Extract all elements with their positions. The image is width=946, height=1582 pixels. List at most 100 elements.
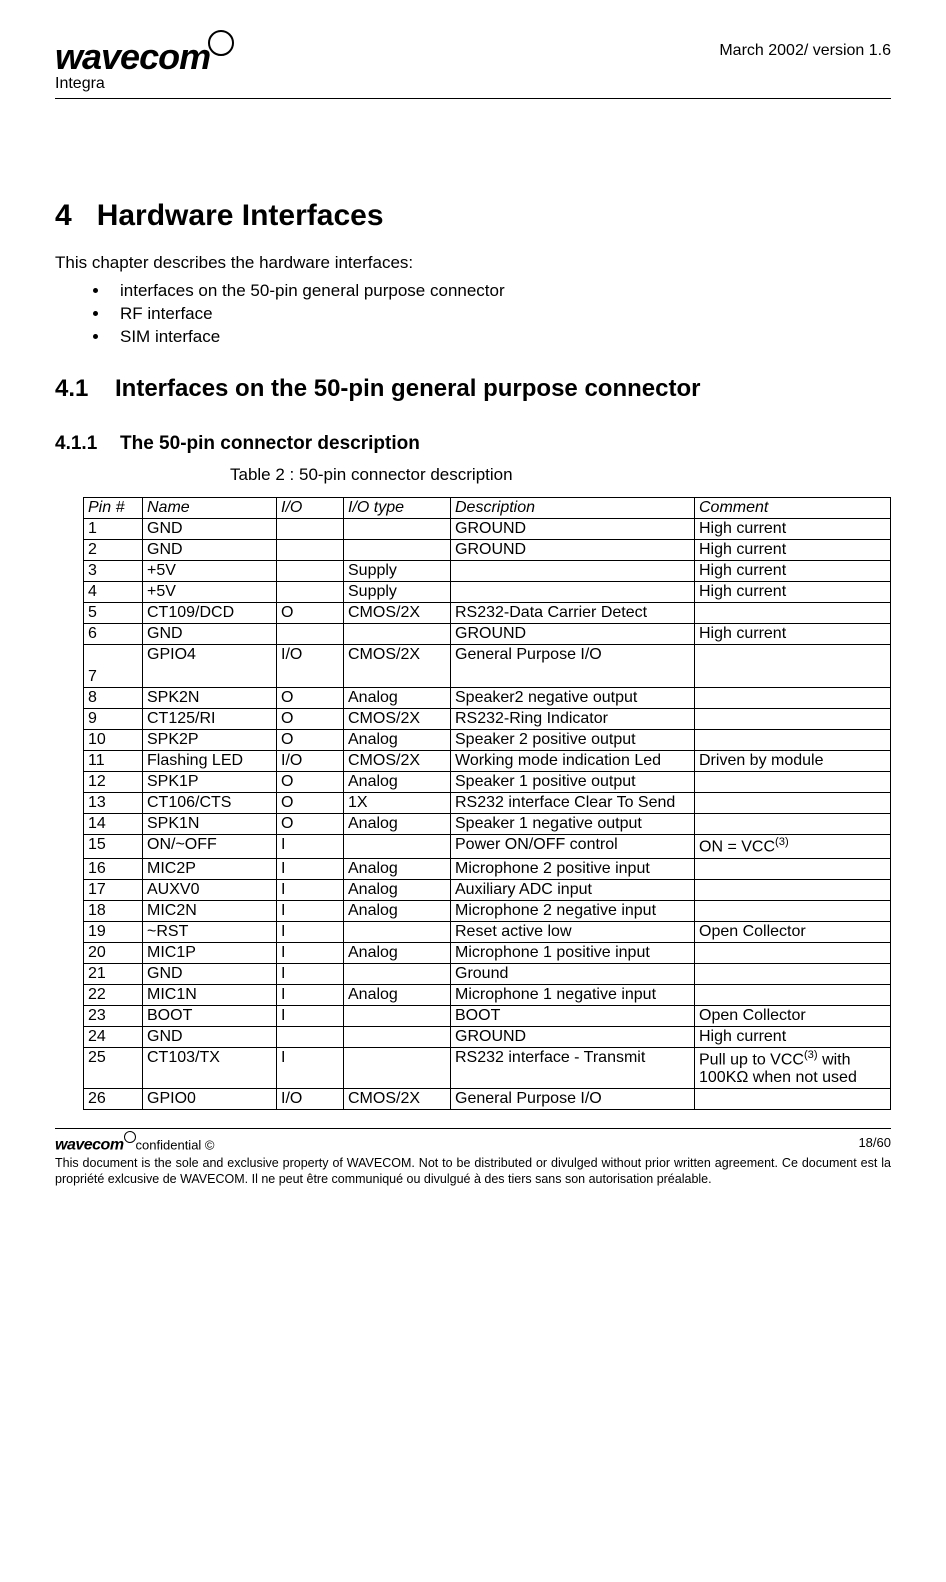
table-cell: Open Collector <box>695 921 891 942</box>
table-cell: Analog <box>344 942 451 963</box>
table-row: 9CT125/RIOCMOS/2XRS232-Ring Indicator <box>84 709 891 730</box>
table-cell: RS232 interface Clear To Send <box>451 793 695 814</box>
table-cell <box>695 603 891 624</box>
table-cell <box>695 984 891 1005</box>
table-cell: I/O <box>277 645 344 688</box>
footer-top: wavecomconfidential © 18/60 <box>55 1131 891 1154</box>
table-cell: CT125/RI <box>143 709 277 730</box>
table-cell: BOOT <box>451 1005 695 1026</box>
table-cell: CMOS/2X <box>344 751 451 772</box>
table-row: 26GPIO0I/OCMOS/2XGeneral Purpose I/O <box>84 1089 891 1110</box>
table-cell: Microphone 1 negative input <box>451 984 695 1005</box>
table-cell: High current <box>695 519 891 540</box>
h2-title: Interfaces on the 50-pin general purpose… <box>115 375 700 402</box>
table-cell <box>277 519 344 540</box>
table-row: 23BOOTIBOOTOpen Collector <box>84 1005 891 1026</box>
swirl-icon <box>124 1131 136 1143</box>
footer-logo-block: wavecomconfidential © <box>55 1131 215 1154</box>
table-cell: 20 <box>84 942 143 963</box>
table-cell: Speaker 1 positive output <box>451 772 695 793</box>
table-cell <box>344 835 451 858</box>
heading-2: 4.1Interfaces on the 50-pin general purp… <box>55 375 891 403</box>
table-cell: High current <box>695 561 891 582</box>
swirl-icon <box>208 30 234 56</box>
table-cell: 11 <box>84 751 143 772</box>
table-cell: High current <box>695 1026 891 1047</box>
table-cell <box>695 963 891 984</box>
table-cell: 21 <box>84 963 143 984</box>
table-cell: Analog <box>344 900 451 921</box>
table-row: 12SPK1POAnalogSpeaker 1 positive output <box>84 772 891 793</box>
table-cell: Pull up to VCC(3) with 100KΩ when not us… <box>695 1047 891 1088</box>
intro-text: This chapter describes the hardware inte… <box>55 253 891 273</box>
column-header: I/O type <box>344 498 451 519</box>
table-cell: GND <box>143 519 277 540</box>
footer-disclaimer: This document is the sole and exclusive … <box>55 1156 891 1187</box>
table-cell: I/O <box>277 1089 344 1110</box>
column-header: Description <box>451 498 695 519</box>
table-cell: 2 <box>84 540 143 561</box>
table-cell: BOOT <box>143 1005 277 1026</box>
table-cell: Analog <box>344 814 451 835</box>
table-row: 1GNDGROUNDHigh current <box>84 519 891 540</box>
table-cell <box>695 1089 891 1110</box>
table-cell <box>695 688 891 709</box>
heading-1: 4 Hardware Interfaces <box>55 199 891 233</box>
page-header: wavecom Integra March 2002/ version 1.6 <box>55 30 891 99</box>
table-cell: O <box>277 814 344 835</box>
table-row: 25CT103/TXIRS232 interface - TransmitPul… <box>84 1047 891 1088</box>
table-cell: Microphone 1 positive input <box>451 942 695 963</box>
table-cell <box>344 963 451 984</box>
table-row: 22MIC1NIAnalogMicrophone 1 negative inpu… <box>84 984 891 1005</box>
table-cell: +5V <box>143 561 277 582</box>
table-cell: SPK1P <box>143 772 277 793</box>
table-cell: 4 <box>84 582 143 603</box>
table-cell: O <box>277 688 344 709</box>
table-cell: 3 <box>84 561 143 582</box>
table-cell <box>695 730 891 751</box>
table-row: 5CT109/DCDOCMOS/2XRS232-Data Carrier Det… <box>84 603 891 624</box>
page-number: 18/60 <box>858 1135 891 1150</box>
table-cell: 23 <box>84 1005 143 1026</box>
table-cell: MIC1P <box>143 942 277 963</box>
heading-3: 4.1.1The 50-pin connector description <box>55 433 891 455</box>
logo-text: wavecom <box>55 30 234 73</box>
table-cell: GROUND <box>451 1026 695 1047</box>
table-cell <box>451 582 695 603</box>
table-cell: I <box>277 900 344 921</box>
table-cell: High current <box>695 540 891 561</box>
table-cell: RS232 interface - Transmit <box>451 1047 695 1088</box>
table-cell: General Purpose I/O <box>451 1089 695 1110</box>
table-row: 19~RSTIReset active lowOpen Collector <box>84 921 891 942</box>
table-cell: CT103/TX <box>143 1047 277 1088</box>
table-cell <box>344 540 451 561</box>
column-header: I/O <box>277 498 344 519</box>
table-row: 2GNDGROUNDHigh current <box>84 540 891 561</box>
h1-number: 4 <box>55 199 72 232</box>
bullet-item: SIM interface <box>110 327 891 347</box>
table-cell <box>695 858 891 879</box>
table-row: 11Flashing LEDI/OCMOS/2XWorking mode ind… <box>84 751 891 772</box>
table-cell: MIC2P <box>143 858 277 879</box>
table-cell: SPK2P <box>143 730 277 751</box>
table-row: 17AUXV0IAnalogAuxiliary ADC input <box>84 879 891 900</box>
column-header: Name <box>143 498 277 519</box>
table-cell: High current <box>695 582 891 603</box>
table-head: Pin #NameI/OI/O typeDescriptionComment <box>84 498 891 519</box>
table-cell: GND <box>143 1026 277 1047</box>
table-cell: Analog <box>344 858 451 879</box>
table-cell <box>695 793 891 814</box>
table-cell <box>344 624 451 645</box>
table-cell <box>451 561 695 582</box>
table-cell: GROUND <box>451 519 695 540</box>
version-text: March 2002/ version 1.6 <box>719 30 891 60</box>
table-cell: MIC2N <box>143 900 277 921</box>
h2-number: 4.1 <box>55 375 115 403</box>
table-cell: 19 <box>84 921 143 942</box>
table-cell: I <box>277 879 344 900</box>
table-row: 7GPIO4I/OCMOS/2XGeneral Purpose I/O <box>84 645 891 688</box>
table-cell: 25 <box>84 1047 143 1088</box>
table-row: 24GNDGROUNDHigh current <box>84 1026 891 1047</box>
table-cell <box>695 879 891 900</box>
table-cell: CMOS/2X <box>344 645 451 688</box>
